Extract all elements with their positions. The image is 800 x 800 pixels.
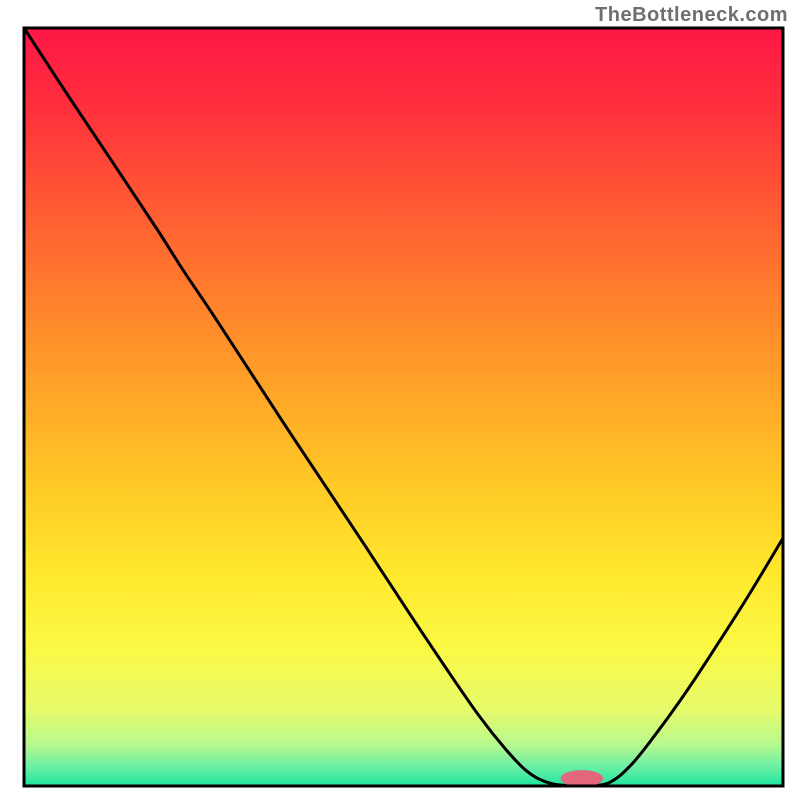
bottleneck-plot bbox=[0, 0, 800, 800]
figure-root: TheBottleneck.com bbox=[0, 0, 800, 800]
plot-background bbox=[24, 28, 783, 786]
optimal-marker bbox=[561, 770, 604, 787]
watermark-text: TheBottleneck.com bbox=[595, 4, 788, 27]
